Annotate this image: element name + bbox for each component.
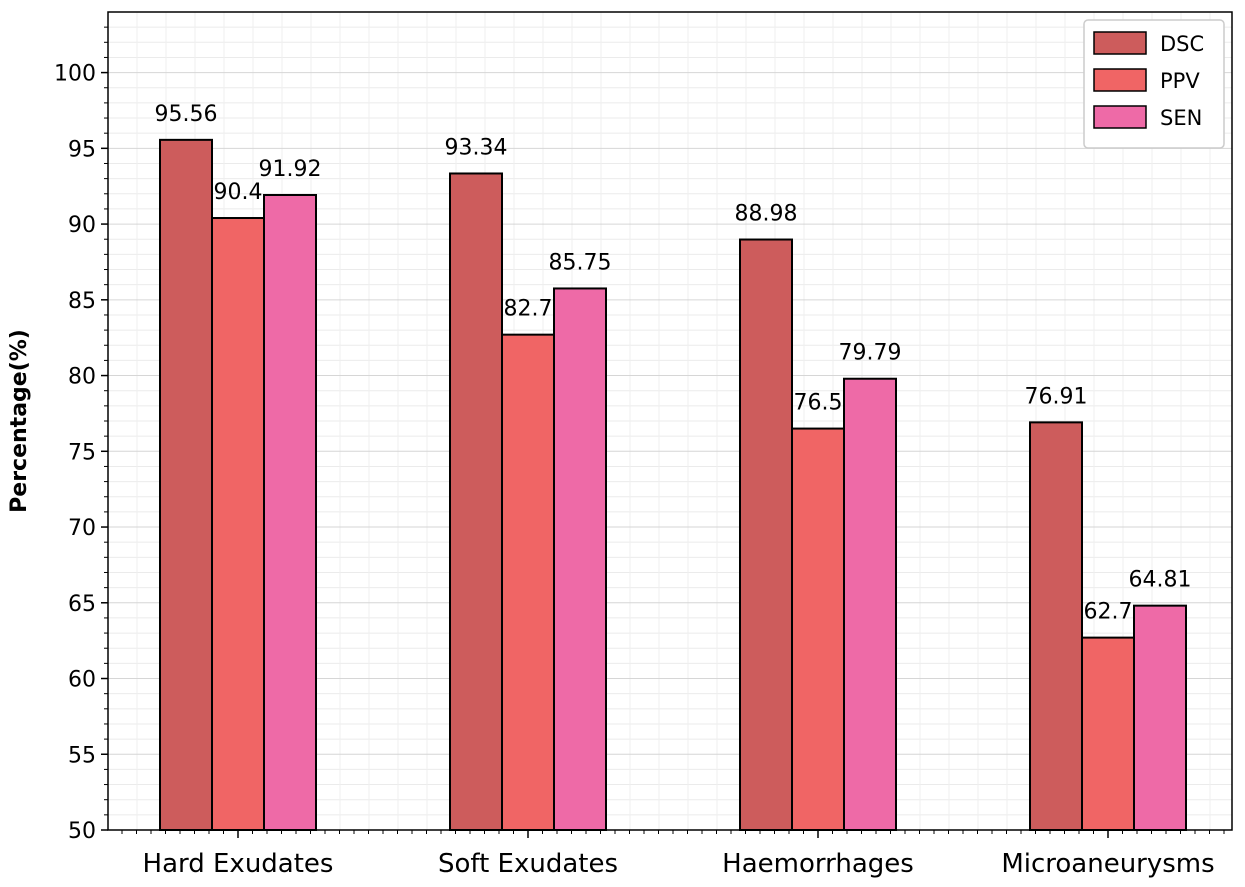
x-tick-label: Haemorrhages bbox=[722, 849, 914, 879]
data-label-ppv: 76.5 bbox=[794, 391, 843, 416]
data-label-dsc: 93.34 bbox=[445, 135, 508, 160]
bar-sen-microaneurysms bbox=[1133, 604, 1187, 832]
axes: 50 55 60 65 70 75 80 85 90 95 100 Hard Exudates Soft… bbox=[54, 11, 1233, 879]
y-tick-label: 60 bbox=[68, 668, 96, 693]
bar-dsc-microaneurysms bbox=[1029, 421, 1083, 831]
y-tick-label: 50 bbox=[68, 819, 96, 844]
bar-sen-hard-exudates bbox=[263, 193, 317, 831]
data-label-dsc: 76.91 bbox=[1025, 384, 1088, 409]
y-tick-label: 90 bbox=[68, 213, 96, 238]
y-tick-label: 55 bbox=[68, 743, 96, 768]
bar-dsc-hard-exudates bbox=[159, 138, 213, 832]
bar-ppv-soft-exudates bbox=[501, 333, 555, 831]
data-label-sen: 79.79 bbox=[839, 341, 902, 366]
y-axis-label: Percentage(%) bbox=[7, 329, 32, 513]
value-labels: 95.56 93.34 88.98 76.91 90.4 82.7 76.5 62.7 91.9… bbox=[155, 102, 1192, 625]
legend-swatch-ppv bbox=[1093, 68, 1147, 92]
data-label-ppv: 82.7 bbox=[504, 297, 553, 322]
legend-label-sen: SEN bbox=[1160, 106, 1202, 130]
y-tick-label: 100 bbox=[54, 62, 96, 87]
legend-label-ppv: PPV bbox=[1160, 69, 1200, 93]
data-label-sen: 64.81 bbox=[1129, 568, 1192, 593]
legend-swatch-sen bbox=[1093, 105, 1147, 129]
bar-ppv-microaneurysms bbox=[1081, 636, 1135, 832]
y-tick-label: 95 bbox=[68, 137, 96, 162]
bars bbox=[159, 138, 1187, 832]
data-label-ppv: 62.7 bbox=[1084, 600, 1133, 625]
data-label-dsc: 95.56 bbox=[155, 102, 218, 127]
bar-dsc-soft-exudates bbox=[449, 172, 503, 832]
bar-sen-haemorrhages bbox=[843, 377, 897, 831]
x-tick-label: Hard Exudates bbox=[143, 849, 334, 879]
legend-label-dsc: DSC bbox=[1160, 32, 1204, 56]
y-tick-label: 65 bbox=[68, 592, 96, 617]
bar-ppv-hard-exudates bbox=[211, 217, 265, 831]
data-label-sen: 85.75 bbox=[549, 250, 612, 275]
bar-dsc-haemorrhages bbox=[739, 238, 793, 831]
data-label-ppv: 90.4 bbox=[214, 180, 263, 205]
legend-swatch-dsc bbox=[1093, 31, 1147, 55]
bar-sen-soft-exudates bbox=[553, 287, 607, 832]
legend: DSC PPV SEN bbox=[1083, 19, 1225, 149]
data-label-dsc: 88.98 bbox=[735, 202, 798, 227]
plot-frame bbox=[107, 11, 1233, 831]
x-tick-label: Microaneurysms bbox=[1001, 849, 1214, 879]
y-tick-label: 70 bbox=[68, 516, 96, 541]
bar-ppv-haemorrhages bbox=[791, 427, 845, 831]
x-tick-label: Soft Exudates bbox=[438, 849, 618, 879]
y-tick-label: 75 bbox=[68, 440, 96, 465]
y-tick-label: 85 bbox=[68, 289, 96, 314]
data-label-sen: 91.92 bbox=[259, 157, 322, 182]
y-tick-label: 80 bbox=[68, 365, 96, 390]
